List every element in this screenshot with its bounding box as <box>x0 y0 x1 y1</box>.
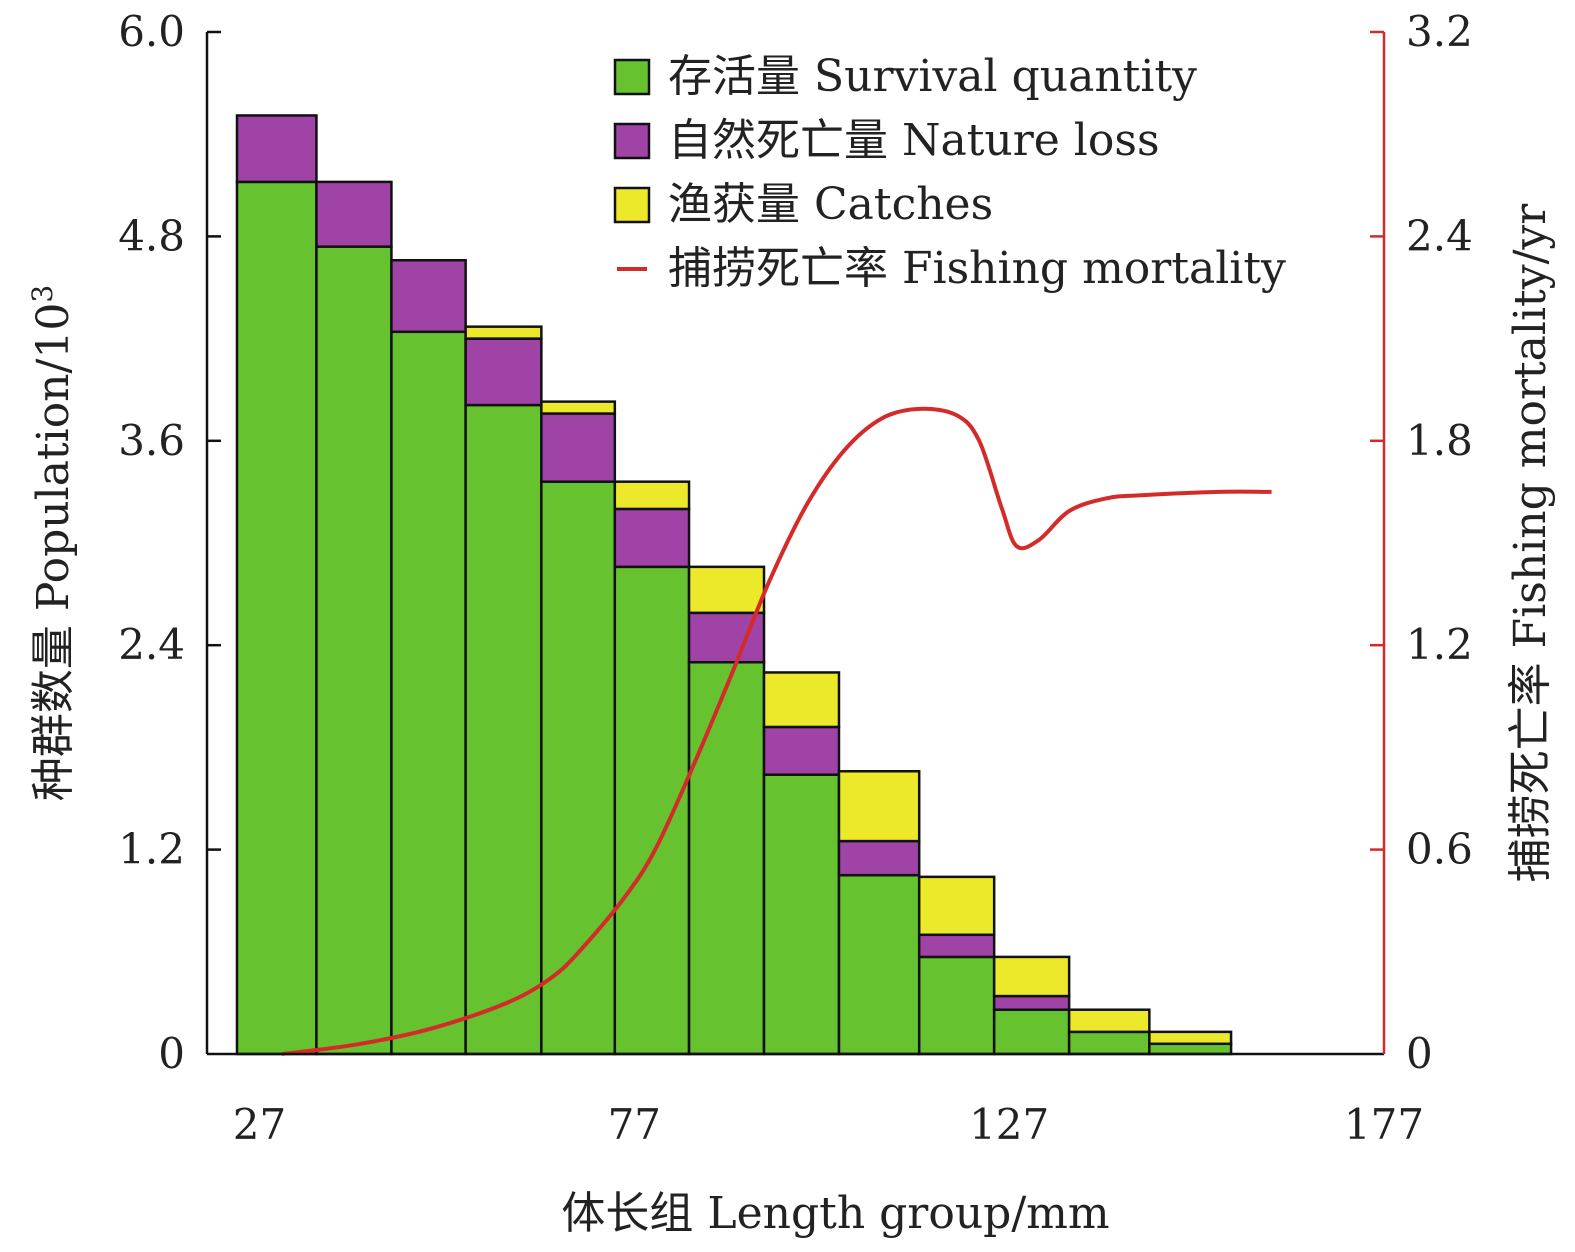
legend-swatch <box>613 58 651 96</box>
nature-loss-segment <box>464 337 543 407</box>
legend-swatch <box>613 186 651 224</box>
nature-loss-segment <box>613 507 691 569</box>
right-tick-label: 2.4 <box>1406 211 1473 260</box>
left-tick-label: 3.6 <box>118 416 185 465</box>
left-tick-label: 6.0 <box>118 7 185 56</box>
fishing-mortality-line <box>281 406 1272 1056</box>
right-tick-label: 0.6 <box>1406 825 1473 874</box>
nature-loss-segment <box>917 933 996 959</box>
nature-loss-segment <box>540 412 617 483</box>
survival-segment <box>992 1008 1071 1056</box>
right-axis-title: 捕捞死亡率 Fishing mortality/yr <box>1505 203 1556 883</box>
catches-segment <box>762 671 841 729</box>
survival-segment <box>1067 1030 1151 1056</box>
legend-label: 渔获量 Catches <box>668 179 993 230</box>
legend-swatch <box>613 122 651 160</box>
x-tick-label: 177 <box>1344 1100 1424 1149</box>
nature-loss-segment <box>837 839 921 877</box>
legend-label: 自然死亡量 Nature loss <box>668 115 1160 166</box>
right-tick-label: 1.8 <box>1406 416 1473 465</box>
catches-segment <box>613 480 691 511</box>
catches-segment <box>917 875 996 937</box>
axes-layer: 0 1.2 2.4 3.6 4.8 6.0 0 0.6 1.2 1.8 2.4 3.2 27 77 127 1… <box>26 7 1556 1239</box>
survival-segment <box>613 565 691 1056</box>
left-tick-label: 2.4 <box>118 620 185 669</box>
catches-segment <box>464 325 543 340</box>
fishing-mortality-layer <box>281 406 1272 1056</box>
nature-loss-segment <box>315 180 393 248</box>
legend-label: 存活量 Survival quantity <box>668 51 1197 102</box>
catches-segment <box>540 400 617 415</box>
right-tick-label: 1.2 <box>1406 620 1473 669</box>
x-axis-title: 体长组 Length group/mm <box>561 1188 1109 1239</box>
left-axis-title: 种群数量 Population/103 <box>26 285 79 801</box>
nature-loss-segment <box>390 258 467 334</box>
nature-loss-segment <box>992 994 1071 1011</box>
left-tick-label: 4.8 <box>118 211 185 260</box>
survival-segment <box>917 955 996 1056</box>
right-tick-label: 3.2 <box>1406 7 1473 56</box>
survival-segment <box>540 480 617 1056</box>
catches-segment <box>992 955 1071 998</box>
survival-segment <box>837 873 921 1056</box>
x-tick-label: 127 <box>969 1100 1049 1149</box>
left-axis-title-text: 种群数量 Population/10 <box>28 303 79 802</box>
x-tick-label: 27 <box>233 1100 286 1149</box>
legend-label: 捕捞死亡率 Fishing mortality <box>668 243 1286 294</box>
left-axis-title-superscript: 3 <box>26 285 59 303</box>
catches-segment <box>1067 1008 1151 1034</box>
survival-segment <box>1148 1042 1233 1056</box>
survival-segment <box>687 660 766 1056</box>
survival-segment <box>390 330 467 1056</box>
legend: 存活量 Survival quantity 自然死亡量 Nature loss 渔获… <box>613 51 1286 294</box>
nature-loss-segment <box>235 114 318 184</box>
left-tick-label: 1.2 <box>118 825 185 874</box>
catches-segment <box>1148 1030 1233 1046</box>
catches-segment <box>687 565 766 615</box>
catches-segment <box>837 769 921 843</box>
nature-loss-segment <box>762 725 841 776</box>
x-tick-label: 77 <box>608 1100 661 1149</box>
left-tick-label: 0 <box>158 1029 185 1078</box>
survival-segment <box>315 245 393 1056</box>
survival-segment <box>464 403 543 1056</box>
survival-segment <box>762 773 841 1056</box>
right-tick-label: 0 <box>1406 1029 1433 1078</box>
survival-segment <box>235 180 318 1056</box>
bars-layer <box>235 114 1233 1056</box>
